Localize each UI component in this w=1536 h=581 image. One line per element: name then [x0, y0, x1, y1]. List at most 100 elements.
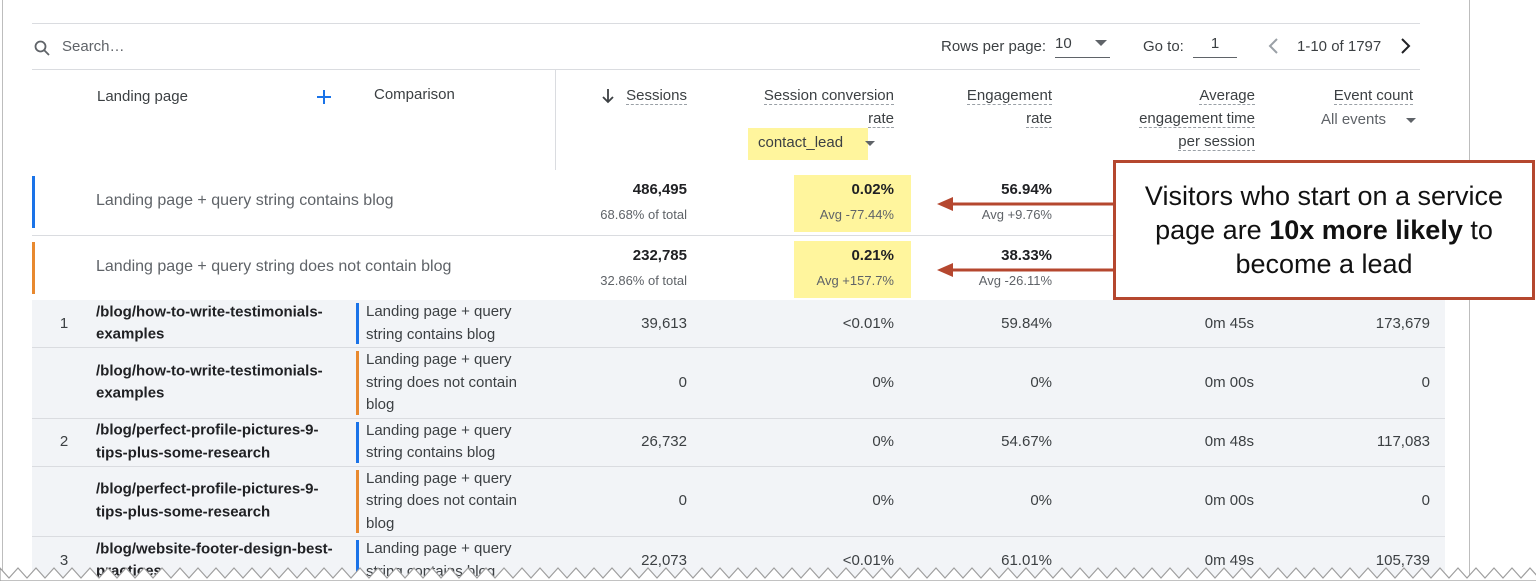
metric-value: 0m 00s: [1204, 373, 1254, 391]
dropdown-arrow[interactable]: [865, 141, 875, 147]
metric-value: 0: [1421, 492, 1430, 509]
metric-subtext: Avg +9.76%: [981, 207, 1052, 222]
rows-per-page-label: Rows per page:: [941, 38, 1047, 55]
header-text: Engagement rate: [966, 87, 1052, 128]
header-text: Session conversion rate: [763, 87, 894, 128]
go-to-input[interactable]: 1: [1193, 35, 1237, 58]
segment-color: [356, 351, 359, 415]
comparison-cell: Landing page + query string contains blo…: [356, 420, 536, 465]
segment-color: [356, 303, 359, 344]
comparison-cell: Landing page + query string contains blo…: [356, 301, 536, 346]
header-text: Sessions: [626, 87, 687, 105]
search-input[interactable]: Search…: [62, 38, 125, 55]
metric-value: 232,785: [632, 247, 687, 264]
sort-icon[interactable]: [601, 88, 615, 104]
metric-subtext: Avg -26.11%: [978, 273, 1052, 288]
row-content: 1/blog/how-to-write-testimonials-example…: [32, 301, 1445, 346]
metric-value: 56.94%: [1001, 181, 1052, 198]
metric-subtext: Avg +157.7%: [816, 273, 894, 288]
comparison-cell: Landing page + query string does not con…: [356, 468, 536, 536]
highlight: [794, 241, 911, 298]
divider: [32, 69, 1420, 70]
annotation-emphasis: 10x more likely: [1269, 215, 1463, 245]
annotation-box: Visitors who start on a service page are…: [1113, 160, 1535, 300]
rows-per-page-select[interactable]: 10: [1055, 35, 1110, 58]
annotation-text-part: to become a lead: [1235, 215, 1493, 279]
metric-subtext: 32.86% of total: [600, 273, 687, 288]
metric-value: 0: [1421, 373, 1430, 391]
landing-page: /blog/perfect-profile-pictures-9-tips-pl…: [96, 421, 319, 462]
landing-page: /blog/perfect-profile-pictures-9-tips-pl…: [96, 480, 319, 521]
metric-value: 0%: [1030, 492, 1052, 509]
metric-value: 0%: [872, 432, 894, 450]
metric-value: 0m 45s: [1204, 314, 1254, 332]
column-header[interactable]: Landing page: [97, 88, 188, 105]
add-dimension[interactable]: [316, 89, 332, 105]
conversion-filter[interactable]: contact_lead: [758, 134, 844, 151]
metric-value: 117,083: [1376, 432, 1430, 450]
dropdown-arrow[interactable]: [1406, 118, 1416, 124]
metric-value: 61.01%: [1001, 551, 1052, 569]
table-body: 1/blog/how-to-write-testimonials-example…: [32, 300, 1445, 581]
landing-page: /blog/how-to-write-testimonials-examples: [96, 303, 323, 343]
prev-page[interactable]: [1267, 37, 1279, 55]
comparison-cell: Landing page + query string does not con…: [356, 349, 536, 417]
metric-value: 0.21%: [851, 247, 894, 264]
metric-value: 26,732: [641, 432, 687, 450]
column-header[interactable]: Sessions: [567, 84, 687, 107]
row-index: 2: [59, 432, 69, 450]
metric-value: <0.01%: [842, 314, 894, 332]
header-text: Average engagement time per session: [1139, 87, 1255, 151]
row-content: 2/blog/perfect-profile-pictures-9-tips-p…: [32, 420, 1445, 465]
metric-value: 59.84%: [1001, 314, 1052, 332]
table-row: 1/blog/how-to-write-testimonials-example…: [32, 300, 1445, 348]
divider: [32, 23, 1420, 24]
column-header[interactable]: Event count: [1300, 84, 1413, 107]
metric-value: 486,495: [632, 181, 687, 198]
column-header[interactable]: Average engagement time per session: [1120, 84, 1255, 153]
metric-value: 0m 49s: [1204, 551, 1254, 569]
row-content: /blog/how-to-write-testimonials-examples…: [32, 349, 1445, 417]
metric-value: 0: [678, 373, 687, 391]
metric-value: 0.02%: [851, 181, 894, 198]
row-content: /blog/perfect-profile-pictures-9-tips-pl…: [32, 468, 1445, 536]
table-row: /blog/how-to-write-testimonials-examples…: [32, 348, 1445, 419]
comparison: Landing page + query string contains blo…: [366, 303, 512, 343]
highlight: [748, 128, 868, 160]
event-filter[interactable]: All events: [1321, 111, 1387, 128]
annotation-text: Visitors who start on a service page are…: [1130, 179, 1518, 281]
annotation-arrows: [937, 197, 1115, 277]
row-index: 3: [59, 551, 69, 569]
metric-subtext: 68.68% of total: [600, 207, 687, 222]
landing-page: /blog/how-to-write-testimonials-examples: [96, 362, 323, 402]
column-header[interactable]: Engagement rate: [952, 84, 1052, 130]
metric-value: <0.01%: [842, 551, 894, 569]
annotation-text-part: Visitors who start on a service page are: [1144, 181, 1504, 245]
metric-value: 0%: [872, 373, 894, 391]
segment-color: [356, 540, 359, 581]
comparison: Landing page + query string does not con…: [366, 351, 517, 413]
segment-label: Landing page + query string contains blo…: [96, 192, 394, 209]
comparison: Landing page + query string contains blo…: [366, 421, 512, 462]
metric-value: 39,613: [641, 314, 687, 332]
column-header[interactable]: Session conversion rate: [744, 84, 894, 130]
torn-edge: [0, 567, 1536, 581]
search-icon[interactable]: [34, 40, 50, 56]
column-header: Comparison: [374, 86, 455, 103]
dropdown-arrow[interactable]: [1095, 40, 1107, 48]
metric-value: 22,073: [641, 551, 687, 569]
metric-value: 0m 00s: [1204, 492, 1254, 509]
metric-value: 0: [678, 492, 687, 509]
next-page[interactable]: [1400, 37, 1412, 55]
header-text: Event count: [1333, 87, 1413, 105]
row-index: 1: [59, 314, 69, 332]
segment-color: [32, 176, 35, 228]
segment-color: [356, 421, 359, 463]
comparison: Landing page + query string does not con…: [366, 469, 517, 532]
table-row: 2/blog/perfect-profile-pictures-9-tips-p…: [32, 418, 1445, 467]
metric-value: 0m 48s: [1204, 432, 1254, 450]
metric-value: 54.67%: [1001, 432, 1052, 450]
segment-color: [356, 469, 359, 533]
segment-color: [32, 242, 35, 294]
